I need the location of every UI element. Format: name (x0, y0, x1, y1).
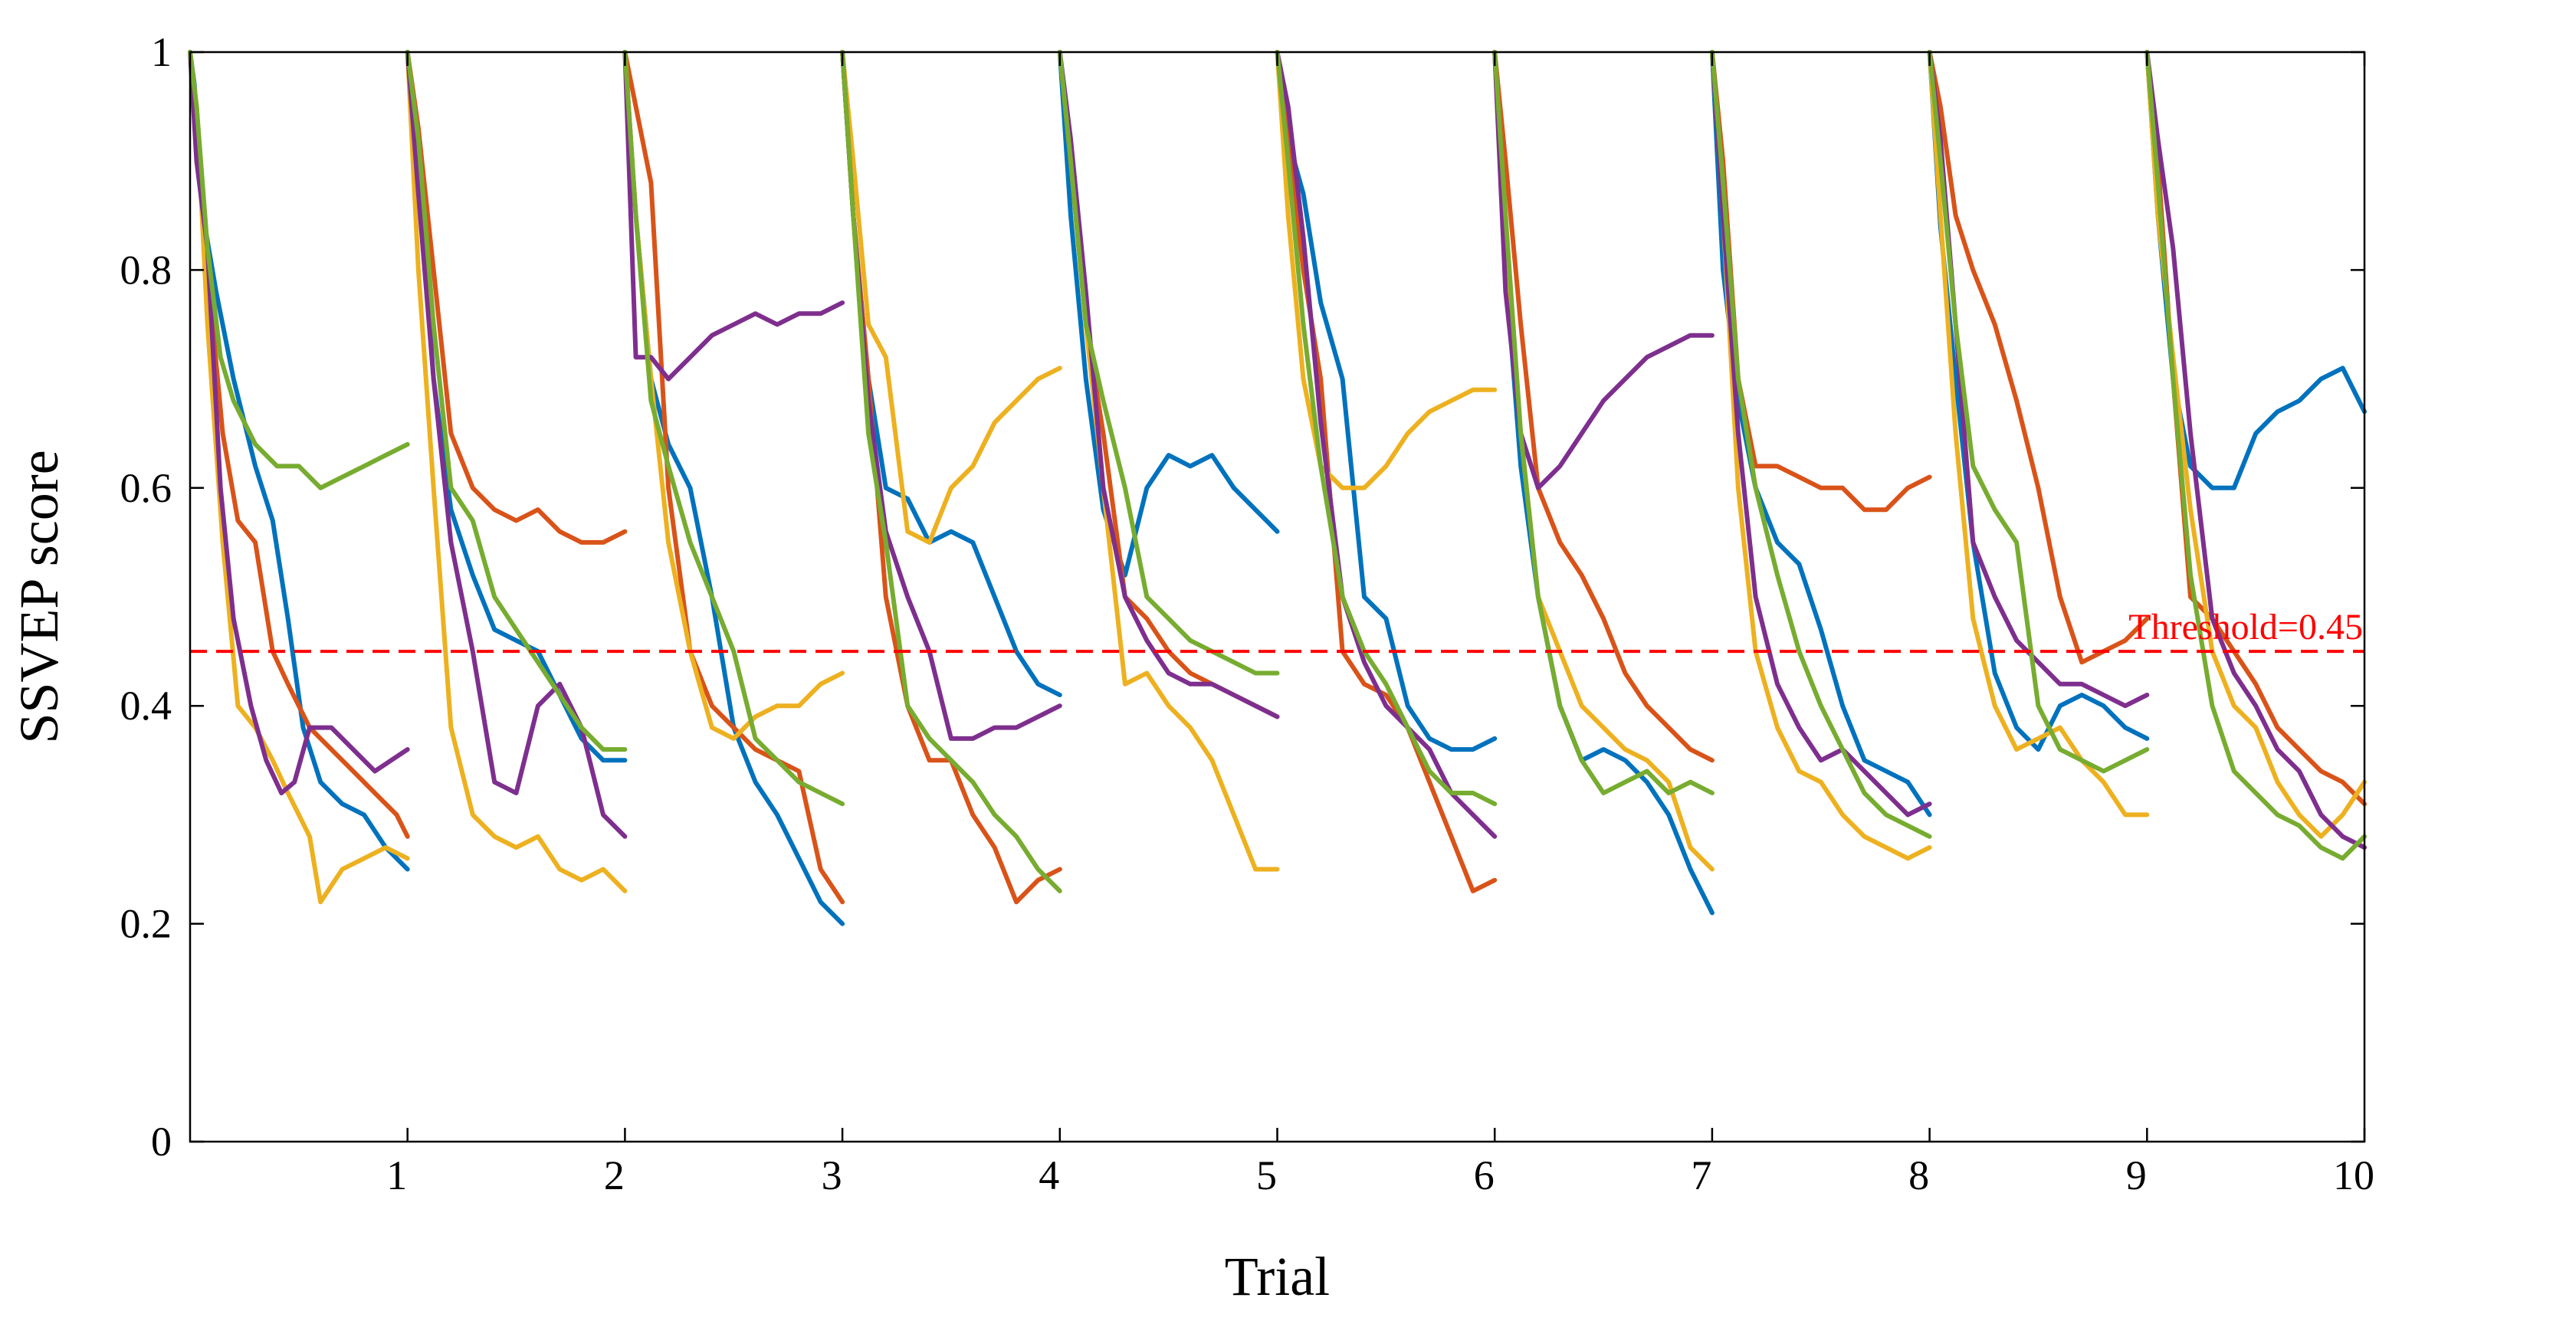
series-5-trial-1-line (188, 50, 410, 490)
y-tick-label: 0.6 (120, 465, 172, 511)
series-3-trial-1-line (188, 50, 410, 905)
x-tick-label: 2 (604, 1152, 625, 1198)
y-tick-label: 1 (151, 29, 172, 75)
series-2-trial-6-line (1275, 50, 1498, 893)
series-layer (188, 50, 2367, 926)
series-5-trial-4-line (840, 50, 1062, 893)
series-3-trial-6-line (1275, 50, 1498, 490)
x-tick-label: 8 (1908, 1152, 1929, 1198)
series-1-trial-7-line (1492, 50, 1715, 916)
series-3-trial-4-line (840, 50, 1062, 545)
y-tick-label: 0.2 (120, 901, 172, 947)
series-3 (188, 50, 2367, 905)
series-5-trial-2-line (405, 50, 628, 752)
series-4-trial-1-line (188, 50, 410, 795)
series-1-trial-9-line (1927, 50, 2150, 752)
y-tick-label: 0.4 (120, 683, 172, 729)
y-tick-label: 0.8 (120, 247, 172, 293)
x-tick-label: 3 (822, 1152, 842, 1198)
series-3-trial-9-line (1927, 50, 2150, 818)
series-4-trial-2-line (405, 50, 628, 839)
series-5-trial-3-line (622, 50, 845, 807)
series-2-trial-3-line (622, 50, 845, 905)
series-4-trial-8-line (1709, 50, 1932, 818)
series-4-trial-5-line (1057, 50, 1280, 719)
threshold-label: Threshold=0.45 (2128, 607, 2363, 647)
series-5-trial-8-line (1709, 50, 1932, 839)
y-axis-title: SSVEP score (8, 450, 70, 743)
y-tick-label: 0 (151, 1119, 172, 1165)
series-5 (188, 50, 2367, 893)
series-4-trial-10-line (2144, 50, 2367, 850)
x-tick-label: 9 (2126, 1152, 2147, 1198)
x-tick-label: 5 (1256, 1152, 1277, 1198)
series-2-trial-7-line (1492, 50, 1715, 763)
x-tick-label: 10 (2333, 1152, 2374, 1198)
x-axis-title: Trial (1225, 1246, 1330, 1307)
series-5-trial-10-line (2144, 50, 2367, 861)
series-5-trial-5-line (1057, 50, 1280, 676)
series-3-trial-8-line (1709, 50, 1932, 861)
axis-layer: 1 2 3 4 5 6 7 8 9 10 0 0.2 0.4 0.6 0.8 1 (120, 29, 2375, 1198)
x-tick-label: 1 (386, 1152, 407, 1198)
series-3-trial-2-line (405, 50, 628, 893)
series-1-trial-6-line (1275, 50, 1498, 752)
series-5-trial-7-line (1492, 50, 1715, 795)
series-5-trial-9-line (1927, 50, 2150, 774)
x-tick-label: 6 (1474, 1152, 1495, 1198)
series-5-trial-6-line (1275, 50, 1498, 807)
series-4-trial-6-line (1275, 50, 1498, 839)
series-2-trial-2-line (405, 50, 628, 545)
x-tick-label: 4 (1039, 1152, 1059, 1198)
series-1-trial-5-line (1057, 50, 1280, 578)
series-2-trial-9-line (1927, 50, 2150, 665)
x-tick-label: 7 (1691, 1152, 1711, 1198)
